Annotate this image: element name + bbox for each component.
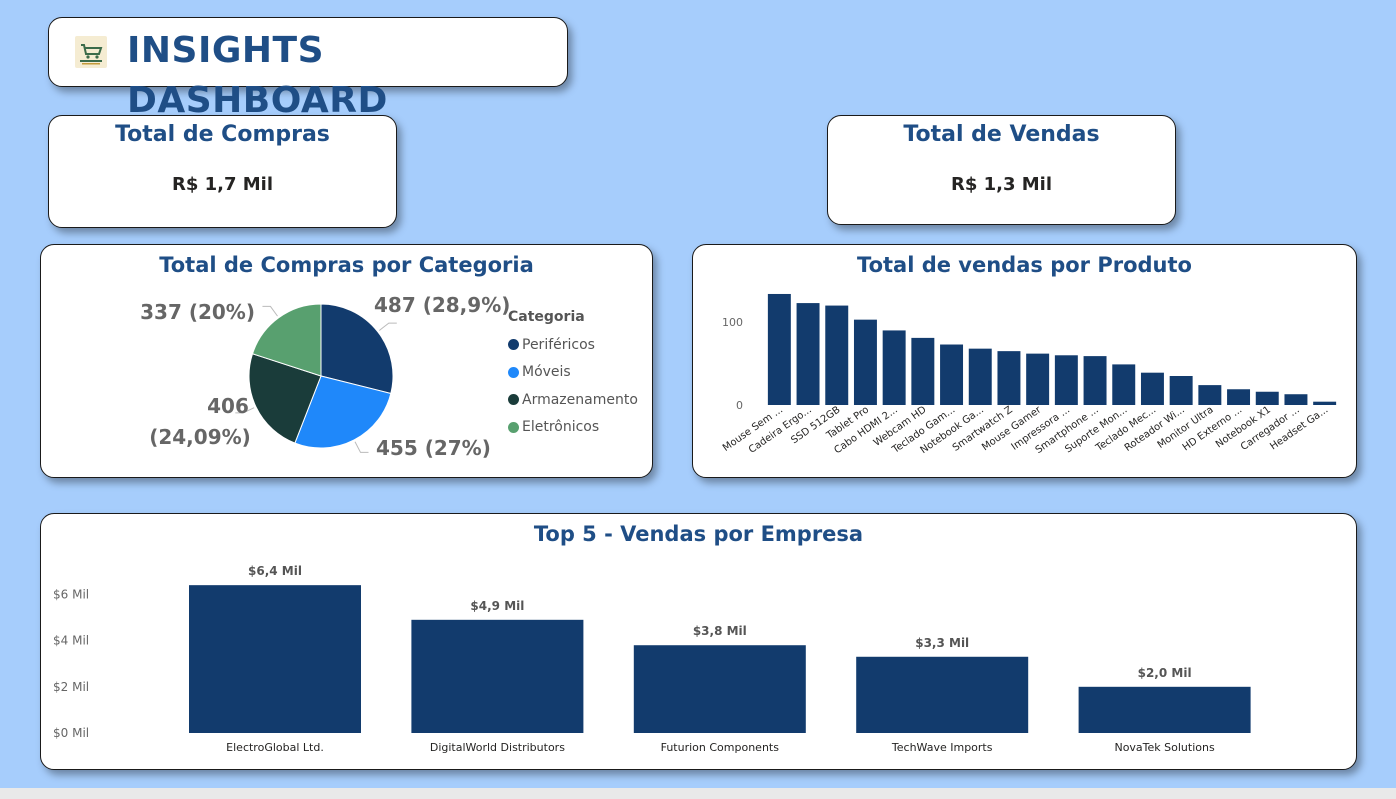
product-bar-chart-card: Total de vendas por Produto 0 100 Mouse Se…	[692, 244, 1357, 478]
bottom-strip	[0, 788, 1396, 799]
pie-data-label: 406 (24,09%)	[149, 394, 251, 449]
dashboard-header: INSIGHTS DASHBOARD	[48, 17, 568, 121]
bar-15[interactable]	[1198, 385, 1222, 405]
legend-swatch	[508, 339, 519, 351]
bar-14[interactable]	[1169, 376, 1193, 405]
x-tick-label: Futurion Components	[661, 741, 780, 754]
company-bar-2[interactable]	[633, 645, 806, 733]
bar-2[interactable]	[825, 305, 849, 405]
bar-12[interactable]	[1112, 364, 1136, 405]
kpi-value: R$ 1,3 Mil	[950, 174, 1053, 195]
pie-legend: Categoria Periféricos Móveis Armazenamento…	[508, 309, 638, 441]
pie-slice-eletrônicos[interactable]	[251, 303, 322, 377]
bar-data-label: $4,9 Mil	[470, 599, 524, 613]
x-tick-label: ElectroGlobal Ltd.	[226, 741, 324, 754]
bar-11[interactable]	[1083, 356, 1107, 405]
bar-4[interactable]	[882, 330, 906, 405]
bar-data-label: $3,3 Mil	[915, 636, 969, 650]
y-tick-label: $2 Mil	[53, 680, 89, 694]
bar-data-label: $2,0 Mil	[1138, 666, 1192, 680]
chart-title: Total de vendas por Produto	[857, 253, 1192, 277]
bar-0[interactable]	[767, 293, 791, 405]
bar-16[interactable]	[1227, 389, 1251, 405]
x-tick-label: DigitalWorld Distributors	[430, 741, 565, 754]
pie-leader-line	[354, 441, 369, 453]
kpi-title: Total de Compras	[115, 122, 330, 147]
y-tick-label: $6 Mil	[53, 587, 89, 601]
bar-19[interactable]	[1313, 401, 1337, 405]
chart-title: Total de Compras por Categoria	[159, 253, 534, 277]
company-bar-3[interactable]	[856, 656, 1029, 733]
bar-data-label: $6,4 Mil	[248, 564, 302, 578]
legend-item-eletrônicos[interactable]: Eletrônicos	[508, 414, 638, 442]
pie-data-label: 487 (28,9%)	[374, 293, 510, 317]
bar-18[interactable]	[1284, 394, 1308, 405]
y-tick-label: $0 Mil	[53, 726, 89, 740]
legend-label: Móveis	[522, 364, 571, 381]
pie-slice-móveis[interactable]	[294, 375, 392, 449]
pie-slice-periféricos[interactable]	[320, 303, 394, 395]
kpi-card-vendas: Total de Vendas R$ 1,3 Mil	[827, 115, 1176, 225]
bar-1[interactable]	[796, 303, 820, 405]
bar-13[interactable]	[1140, 372, 1164, 405]
legend-swatch	[508, 394, 519, 406]
legend-swatch	[508, 421, 519, 433]
kpi-title: Total de Vendas	[903, 122, 1100, 147]
legend-swatch	[508, 366, 519, 378]
bar-data-label: $3,8 Mil	[693, 624, 747, 638]
bar-17[interactable]	[1255, 391, 1279, 405]
y-tick-label: 100	[722, 316, 743, 329]
legend-label: Armazenamento	[522, 391, 638, 408]
legend-title: Categoria	[508, 309, 585, 325]
top5-bar-chart: $0 Mil $2 Mil $4 Mil $6 Mil $6,4 Mil ElectroG…	[53, 564, 1251, 754]
bar-8[interactable]	[997, 351, 1021, 405]
chart-title: Top 5 - Vendas por Empresa	[533, 522, 864, 546]
bar-6[interactable]	[940, 344, 964, 405]
pie-chart: 487 (28,9%) 455 (27%) 406 (24,09%) 337 (20%)	[140, 293, 510, 460]
shopping-cart-logo-icon	[75, 36, 107, 68]
top5-bar-chart-card: Top 5 - Vendas por Empresa $0 Mil $2 Mil $…	[40, 513, 1357, 770]
kpi-value: R$ 1,7 Mil	[171, 174, 274, 195]
pie-leader-line	[235, 407, 255, 414]
y-tick-label: 0	[736, 399, 743, 412]
legend-item-armazenamento[interactable]: Armazenamento	[508, 386, 638, 414]
pie-chart-card: Total de Compras por Categoria 487 (28,9…	[40, 244, 653, 478]
bar-7[interactable]	[968, 348, 992, 405]
bar-10[interactable]	[1054, 355, 1078, 405]
pie-leader-line	[262, 305, 278, 317]
dashboard-title: INSIGHTS DASHBOARD	[127, 30, 388, 121]
y-tick-label: $4 Mil	[53, 634, 89, 648]
legend-label: Eletrônicos	[522, 419, 600, 436]
x-tick-label: TechWave Imports	[891, 741, 993, 754]
bar-5[interactable]	[911, 337, 935, 405]
pie-data-label: 455 (27%)	[376, 436, 491, 460]
legend-item-móveis[interactable]: Móveis	[508, 359, 638, 387]
pie-data-label: 337 (20%)	[140, 300, 255, 324]
x-tick-label: NovaTek Solutions	[1114, 741, 1215, 754]
bar-9[interactable]	[1026, 353, 1050, 405]
pie-slice-armazenamento[interactable]	[248, 353, 322, 444]
pie-leader-line	[379, 322, 397, 331]
company-bar-0[interactable]	[189, 585, 361, 733]
legend-item-periféricos[interactable]: Periféricos	[508, 331, 638, 359]
kpi-card-compras: Total de Compras R$ 1,7 Mil	[48, 115, 397, 228]
legend-label: Periféricos	[522, 336, 595, 353]
company-bar-4[interactable]	[1078, 686, 1251, 733]
company-bar-1[interactable]	[411, 619, 584, 733]
bar-3[interactable]	[853, 319, 877, 405]
